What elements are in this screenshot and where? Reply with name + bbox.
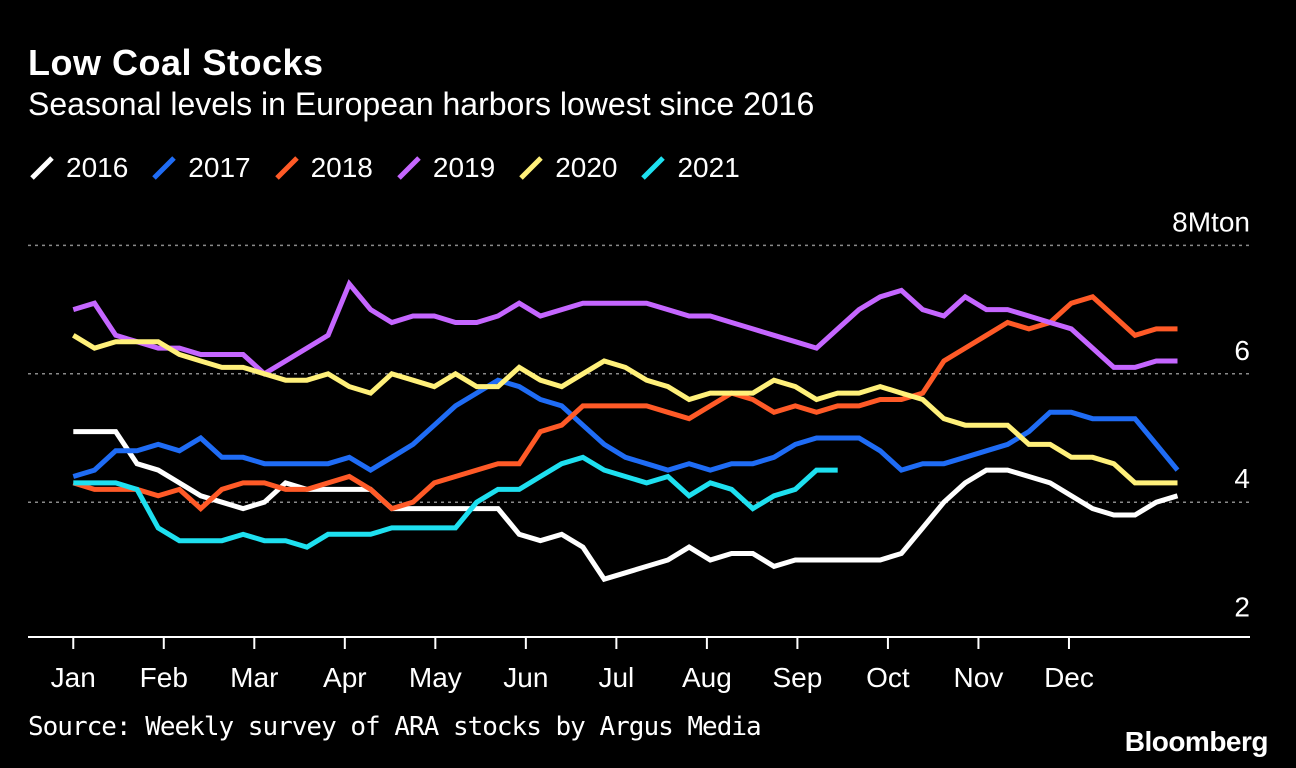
- legend-swatch-line: [641, 156, 666, 180]
- y-tick-label: 4: [1234, 463, 1250, 494]
- source-note: Source: Weekly survey of ARA stocks by A…: [28, 712, 762, 742]
- legend-label: 2017: [188, 152, 251, 183]
- legend-swatch: [397, 156, 421, 180]
- y-tick-label: 2: [1234, 592, 1250, 623]
- series-line-2020: [72, 333, 1178, 486]
- legend-item-2017: 2017: [150, 150, 251, 186]
- bloomberg-logo: Bloomberg: [1124, 726, 1269, 757]
- legend-label: 2018: [310, 152, 373, 183]
- x-tick-label: Nov: [954, 662, 1004, 693]
- series-line-2021: [73, 454, 838, 550]
- legend-item-2019: 2019: [395, 150, 495, 186]
- legend: 2016 2017 2018 2019 2020 2021: [28, 150, 762, 186]
- x-tick-label: Aug: [682, 662, 732, 693]
- y-tick-label: 6: [1234, 335, 1250, 366]
- x-tick-label: Sep: [772, 662, 822, 693]
- x-tick-label: Jul: [598, 662, 634, 693]
- legend-swatch-line: [30, 156, 54, 180]
- series-line-2016: [73, 429, 1179, 583]
- x-tick-label: Apr: [323, 662, 367, 693]
- chart-subtitle: Seasonal levels in European harbors lowe…: [28, 86, 815, 122]
- x-tick-label: May: [409, 662, 462, 693]
- legend-label: 2020: [555, 152, 618, 183]
- legend-swatch: [641, 156, 666, 180]
- series-line-2018: [72, 293, 1178, 512]
- legend-swatch-line: [397, 156, 421, 180]
- legend-swatch-line: [519, 156, 543, 180]
- x-tick-label: Dec: [1044, 662, 1094, 693]
- legend-label: 2019: [432, 152, 496, 183]
- x-tick-label: Jun: [503, 662, 548, 693]
- x-tick-label: Jan: [51, 662, 96, 693]
- legend-label: 2016: [66, 152, 129, 183]
- legend-item-2021: 2021: [639, 150, 740, 186]
- legend-swatch: [519, 156, 543, 180]
- x-tick-label: Feb: [140, 662, 188, 693]
- chart-title: Low Coal Stocks: [28, 42, 324, 83]
- series-line-2019: [72, 279, 1178, 377]
- legend-item-2016: 2016: [28, 150, 128, 186]
- y-tick-label: 8Mton: [1172, 206, 1250, 237]
- legend-swatch: [30, 156, 54, 180]
- x-tick-label: Oct: [866, 662, 910, 693]
- legend-item-2020: 2020: [517, 150, 617, 186]
- x-tick-label: Mar: [230, 662, 278, 693]
- legend-swatch: [152, 156, 177, 180]
- legend-swatch-line: [152, 156, 177, 180]
- legend-item-2018: 2018: [273, 150, 373, 186]
- series-line-2017: [72, 377, 1180, 479]
- legend-swatch: [274, 156, 299, 180]
- legend-swatch-line: [274, 156, 299, 180]
- legend-label: 2021: [677, 152, 740, 183]
